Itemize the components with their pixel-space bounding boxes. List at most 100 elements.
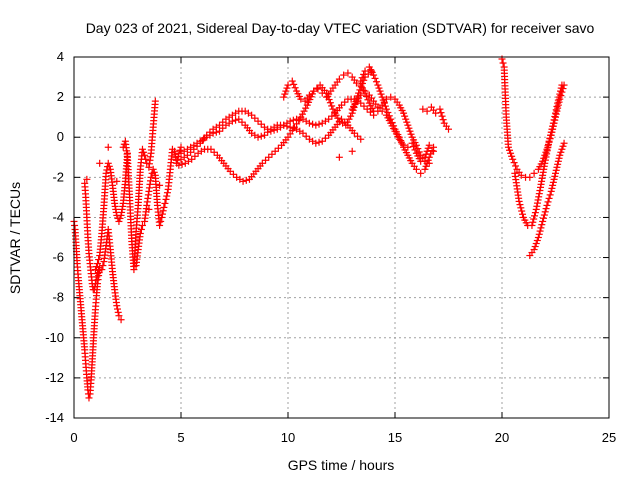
data-point (305, 119, 313, 127)
data-point (232, 116, 240, 124)
data-point (547, 128, 555, 136)
data-point (539, 217, 547, 225)
data-point (537, 224, 545, 232)
data-point (532, 205, 540, 213)
data-point (549, 122, 557, 130)
data-point (387, 93, 395, 101)
data-point (176, 146, 184, 154)
data-point (188, 155, 196, 163)
data-point (361, 89, 369, 97)
data-point (312, 139, 320, 147)
data-point (415, 148, 423, 156)
data-point (283, 84, 291, 92)
data-point (344, 69, 352, 77)
data-point (113, 302, 121, 310)
data-point (138, 221, 146, 229)
data-point (318, 89, 326, 97)
data-point (401, 112, 409, 120)
data-point (544, 144, 552, 152)
data-point (325, 115, 333, 123)
data-point (338, 101, 345, 109)
data-point (340, 71, 348, 79)
data-point (302, 104, 310, 112)
x-tick-label: 10 (281, 430, 295, 445)
data-point (549, 119, 557, 127)
data-point (530, 215, 538, 223)
data-point (546, 134, 554, 142)
data-point (533, 199, 541, 207)
data-point (412, 165, 420, 173)
data-point (343, 118, 351, 126)
data-point (302, 132, 310, 140)
data-point (248, 111, 256, 119)
data-point (98, 266, 106, 274)
data-point (264, 128, 272, 136)
data-point (257, 132, 265, 140)
data-point (238, 118, 246, 126)
data-point (551, 112, 559, 120)
data-point (300, 107, 308, 115)
data-point (105, 162, 113, 170)
data-point (321, 134, 329, 142)
data-point (535, 190, 543, 198)
data-point (381, 102, 389, 110)
data-point (544, 198, 552, 206)
data-point (297, 113, 305, 121)
data-point (334, 114, 342, 122)
data-point (210, 148, 218, 156)
data-point (347, 112, 355, 120)
data-point (282, 87, 290, 95)
data-point (114, 305, 122, 313)
data-point (544, 140, 552, 148)
data-point (328, 102, 336, 110)
x-tick-label: 25 (602, 430, 616, 445)
data-point (357, 99, 365, 107)
data-point (541, 156, 549, 164)
data-point (533, 237, 541, 245)
data-point (559, 142, 567, 150)
data-point (538, 221, 546, 229)
data-point (360, 102, 368, 110)
data-point (366, 108, 374, 116)
data-point (348, 147, 356, 155)
data-point (138, 145, 146, 153)
data-point (507, 149, 515, 157)
data-point (404, 121, 412, 129)
data-point (257, 120, 265, 128)
data-point (298, 110, 306, 118)
y-tick-label: 0 (57, 129, 64, 144)
data-point (93, 273, 101, 281)
y-axis-title: SDTVAR / TECUs (7, 182, 23, 294)
data-point (546, 191, 554, 199)
x-tick-label: 0 (70, 430, 77, 445)
data-point (360, 70, 368, 78)
data-point (505, 146, 513, 154)
data-point (94, 270, 102, 278)
data-point (341, 98, 349, 106)
data-point (284, 81, 292, 89)
data-point (328, 112, 336, 120)
data-point (329, 105, 337, 113)
data-point (157, 217, 165, 225)
data-point (516, 201, 524, 209)
data-point (543, 201, 551, 209)
data-point (437, 109, 445, 117)
data-point (412, 141, 420, 149)
data-point (173, 156, 181, 164)
data-point (99, 262, 107, 270)
data-point (528, 221, 536, 229)
data-point (374, 81, 382, 89)
y-tick-label: -14 (45, 410, 64, 425)
data-point (552, 106, 560, 114)
data-point (178, 160, 186, 168)
tick-labels: 0 5 10 15 20 25 -14 -12 -10 -8 -6 -4 -2 0 2 4 (45, 49, 616, 445)
data-point (371, 74, 379, 82)
data-point (219, 118, 227, 126)
data-point (335, 75, 343, 83)
data-point (555, 154, 563, 162)
data-point (216, 127, 224, 135)
data-point (145, 205, 153, 213)
data-point (156, 221, 164, 229)
data-point (142, 155, 150, 163)
data-point (509, 155, 517, 163)
